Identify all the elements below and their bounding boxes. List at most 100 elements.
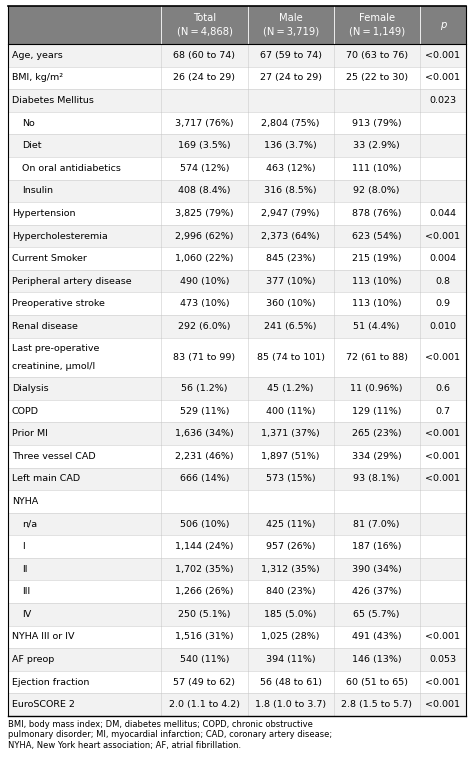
- Text: 27 (24 to 29): 27 (24 to 29): [260, 74, 321, 83]
- Text: 473 (10%): 473 (10%): [180, 300, 229, 308]
- Bar: [8, 134, 466, 157]
- Text: II: II: [22, 565, 27, 574]
- Text: 83 (71 to 99): 83 (71 to 99): [173, 353, 236, 362]
- Text: 292 (6.0%): 292 (6.0%): [178, 322, 231, 331]
- Text: 215 (19%): 215 (19%): [352, 254, 401, 263]
- Text: 845 (23%): 845 (23%): [266, 254, 315, 263]
- Text: 1,371 (37%): 1,371 (37%): [261, 429, 320, 438]
- Text: 0.044: 0.044: [429, 209, 456, 218]
- Text: Current Smoker: Current Smoker: [12, 254, 87, 263]
- Text: Insulin: Insulin: [22, 186, 53, 195]
- Text: 1,636 (34%): 1,636 (34%): [175, 429, 234, 438]
- Bar: [8, 558, 466, 581]
- Bar: [8, 224, 466, 247]
- Text: 334 (29%): 334 (29%): [352, 452, 401, 460]
- Text: 490 (10%): 490 (10%): [180, 277, 229, 286]
- Text: Preoperative stroke: Preoperative stroke: [12, 300, 105, 308]
- Text: 0.004: 0.004: [429, 254, 456, 263]
- Text: 1.8 (1.0 to 3.7): 1.8 (1.0 to 3.7): [255, 700, 326, 709]
- Text: 1,025 (28%): 1,025 (28%): [261, 633, 320, 641]
- Text: <0.001: <0.001: [425, 700, 460, 709]
- Text: 2,947 (79%): 2,947 (79%): [261, 209, 320, 218]
- Text: Left main CAD: Left main CAD: [12, 474, 80, 483]
- Text: 33 (2.9%): 33 (2.9%): [353, 141, 400, 150]
- Bar: [8, 445, 466, 467]
- Text: 1,702 (35%): 1,702 (35%): [175, 565, 234, 574]
- Text: 377 (10%): 377 (10%): [266, 277, 315, 286]
- Text: Age, years: Age, years: [12, 51, 63, 60]
- Text: Diabetes Mellitus: Diabetes Mellitus: [12, 96, 94, 105]
- Bar: [8, 490, 466, 512]
- Text: 25 (22 to 30): 25 (22 to 30): [346, 74, 408, 83]
- Text: 57 (49 to 62): 57 (49 to 62): [173, 678, 236, 686]
- Text: 1,060 (22%): 1,060 (22%): [175, 254, 234, 263]
- Text: 67 (59 to 74): 67 (59 to 74): [260, 51, 321, 60]
- Bar: [8, 6, 466, 44]
- Text: 3,717 (76%): 3,717 (76%): [175, 119, 234, 128]
- Bar: [8, 422, 466, 445]
- Text: Male: Male: [279, 13, 302, 23]
- Text: 185 (5.0%): 185 (5.0%): [264, 610, 317, 619]
- Text: AF preop: AF preop: [12, 655, 54, 664]
- Text: Dialysis: Dialysis: [12, 384, 49, 393]
- Text: 250 (5.1%): 250 (5.1%): [178, 610, 231, 619]
- Text: 573 (15%): 573 (15%): [266, 474, 315, 483]
- Text: <0.001: <0.001: [425, 231, 460, 241]
- Text: 2,373 (64%): 2,373 (64%): [261, 231, 320, 241]
- Text: BMI, kg/m²: BMI, kg/m²: [12, 74, 63, 83]
- Text: 463 (12%): 463 (12%): [266, 164, 315, 173]
- Text: 840 (23%): 840 (23%): [266, 588, 315, 596]
- Text: 0.7: 0.7: [436, 407, 450, 416]
- Bar: [8, 512, 466, 535]
- Text: p: p: [440, 20, 446, 30]
- Text: 360 (10%): 360 (10%): [266, 300, 315, 308]
- Text: 0.010: 0.010: [429, 322, 456, 331]
- Text: 136 (3.7%): 136 (3.7%): [264, 141, 317, 150]
- Text: 26 (24 to 29): 26 (24 to 29): [173, 74, 236, 83]
- Text: creatinine, μmol/l: creatinine, μmol/l: [12, 362, 95, 372]
- Text: <0.001: <0.001: [425, 74, 460, 83]
- Text: Peripheral artery disease: Peripheral artery disease: [12, 277, 132, 286]
- Text: 81 (7.0%): 81 (7.0%): [354, 519, 400, 529]
- Text: 408 (8.4%): 408 (8.4%): [178, 186, 231, 195]
- Text: 1,144 (24%): 1,144 (24%): [175, 542, 234, 551]
- Text: <0.001: <0.001: [425, 633, 460, 641]
- Text: (N = 1,149): (N = 1,149): [349, 27, 405, 37]
- Text: 540 (11%): 540 (11%): [180, 655, 229, 664]
- Text: 93 (8.1%): 93 (8.1%): [354, 474, 400, 483]
- Text: 506 (10%): 506 (10%): [180, 519, 229, 529]
- Text: 111 (10%): 111 (10%): [352, 164, 401, 173]
- Text: No: No: [22, 119, 35, 128]
- Text: 241 (6.5%): 241 (6.5%): [264, 322, 317, 331]
- Text: Hypercholesteremia: Hypercholesteremia: [12, 231, 108, 241]
- Text: 187 (16%): 187 (16%): [352, 542, 401, 551]
- Bar: [8, 112, 466, 134]
- Bar: [8, 603, 466, 626]
- Bar: [8, 89, 466, 112]
- Text: 72 (61 to 88): 72 (61 to 88): [346, 353, 408, 362]
- Text: 957 (26%): 957 (26%): [266, 542, 315, 551]
- Text: <0.001: <0.001: [425, 678, 460, 686]
- Text: 113 (10%): 113 (10%): [352, 277, 401, 286]
- Text: Last pre-operative: Last pre-operative: [12, 344, 100, 353]
- Text: 60 (51 to 65): 60 (51 to 65): [346, 678, 408, 686]
- Text: 1,312 (35%): 1,312 (35%): [261, 565, 320, 574]
- Text: 70 (63 to 76): 70 (63 to 76): [346, 51, 408, 60]
- Text: (N = 3,719): (N = 3,719): [263, 27, 319, 37]
- Text: 113 (10%): 113 (10%): [352, 300, 401, 308]
- Text: 0.9: 0.9: [436, 300, 450, 308]
- Text: 913 (79%): 913 (79%): [352, 119, 401, 128]
- Text: 68 (60 to 74): 68 (60 to 74): [173, 51, 236, 60]
- Bar: [8, 338, 466, 377]
- Text: IV: IV: [22, 610, 31, 619]
- Text: 2.8 (1.5 to 5.7): 2.8 (1.5 to 5.7): [341, 700, 412, 709]
- Text: <0.001: <0.001: [425, 353, 460, 362]
- Text: n/a: n/a: [22, 519, 37, 529]
- Text: 85 (74 to 101): 85 (74 to 101): [256, 353, 325, 362]
- Text: 316 (8.5%): 316 (8.5%): [264, 186, 317, 195]
- Text: COPD: COPD: [12, 407, 39, 416]
- Bar: [8, 44, 466, 67]
- Bar: [8, 202, 466, 224]
- Bar: [8, 467, 466, 490]
- Bar: [8, 270, 466, 293]
